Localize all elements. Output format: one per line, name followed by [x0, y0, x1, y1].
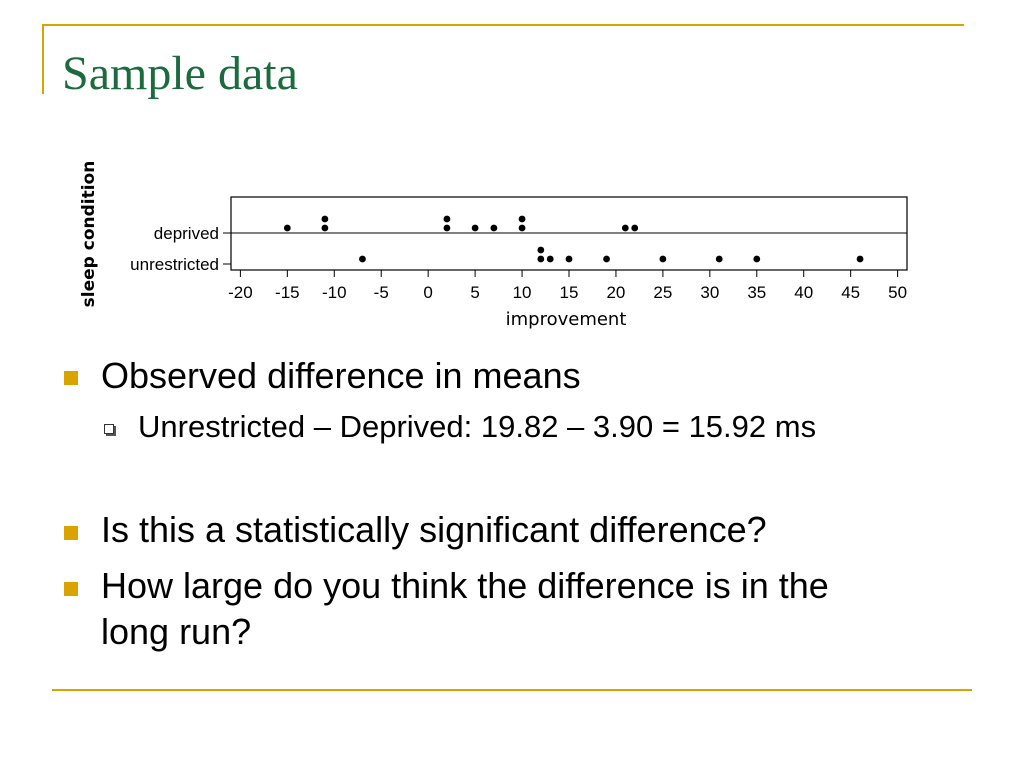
bottom-rule	[52, 689, 972, 691]
x-tick-label: 10	[513, 283, 532, 302]
data-point-unrestricted	[359, 255, 366, 263]
bullet-observed-difference: Observed difference in means	[101, 355, 581, 396]
data-point-unrestricted	[715, 255, 723, 263]
bullet-marker	[64, 371, 78, 385]
bullet-marker	[64, 526, 78, 540]
data-point-deprived	[490, 224, 498, 232]
sub-bullet-marker	[104, 424, 114, 434]
x-axis-label: improvement	[506, 309, 627, 330]
data-point-deprived	[321, 215, 329, 223]
x-tick-label: 30	[700, 283, 719, 302]
data-point-unrestricted	[537, 255, 545, 263]
data-point-deprived	[321, 224, 329, 232]
x-tick-label: -15	[275, 283, 300, 302]
x-tick-label: 35	[747, 283, 766, 302]
data-point-deprived	[518, 215, 526, 223]
y-axis-label: sleep condition	[79, 161, 99, 308]
data-point-deprived	[631, 224, 639, 232]
data-point-deprived	[518, 224, 526, 232]
y-tick-label-unrestricted: unrestricted	[130, 255, 219, 274]
data-point-deprived	[443, 224, 451, 232]
x-tick-label: 50	[888, 283, 907, 302]
sub-bullet-difference-calc: Unrestricted – Deprived: 19.82 – 3.90 = …	[138, 409, 817, 444]
bullet-long-run-question: How large do you think the difference is…	[101, 565, 829, 606]
dot-plot-chart: deprived unrestricted -20 -15 -10 -5 0 5 10 15 20 2…	[79, 161, 908, 330]
title-side-rule	[42, 24, 44, 94]
x-tick-label: 5	[470, 283, 479, 302]
x-tick-label: 25	[653, 283, 672, 302]
data-point-deprived	[443, 215, 451, 223]
data-point-unrestricted	[546, 255, 554, 263]
y-tick-label-deprived: deprived	[154, 224, 219, 243]
top-rule	[42, 24, 964, 26]
bullet-significance-question: Is this a statistically significant diff…	[101, 509, 767, 550]
slide-title: Sample data	[62, 47, 298, 100]
x-tick-label: -5	[374, 283, 389, 302]
data-point-deprived	[283, 224, 291, 232]
x-tick-label: 20	[606, 283, 625, 302]
data-point-deprived	[471, 224, 479, 232]
x-tick-label: 0	[423, 283, 432, 302]
data-point-deprived	[621, 224, 629, 232]
data-point-unrestricted	[856, 255, 864, 263]
data-point-unrestricted	[659, 255, 667, 263]
x-tick-label: 15	[560, 283, 579, 302]
data-point-unrestricted	[565, 255, 573, 263]
x-tick-label: 45	[841, 283, 860, 302]
x-tick-label: -10	[322, 283, 347, 302]
x-tick-label: -20	[228, 283, 253, 302]
bullet-marker	[64, 582, 78, 596]
data-point-unrestricted	[753, 255, 761, 263]
data-point-unrestricted	[537, 246, 545, 254]
bullet-long-run-question-cont: long run?	[101, 611, 252, 652]
x-tick-label: 40	[794, 283, 813, 302]
data-point-unrestricted	[603, 255, 610, 263]
